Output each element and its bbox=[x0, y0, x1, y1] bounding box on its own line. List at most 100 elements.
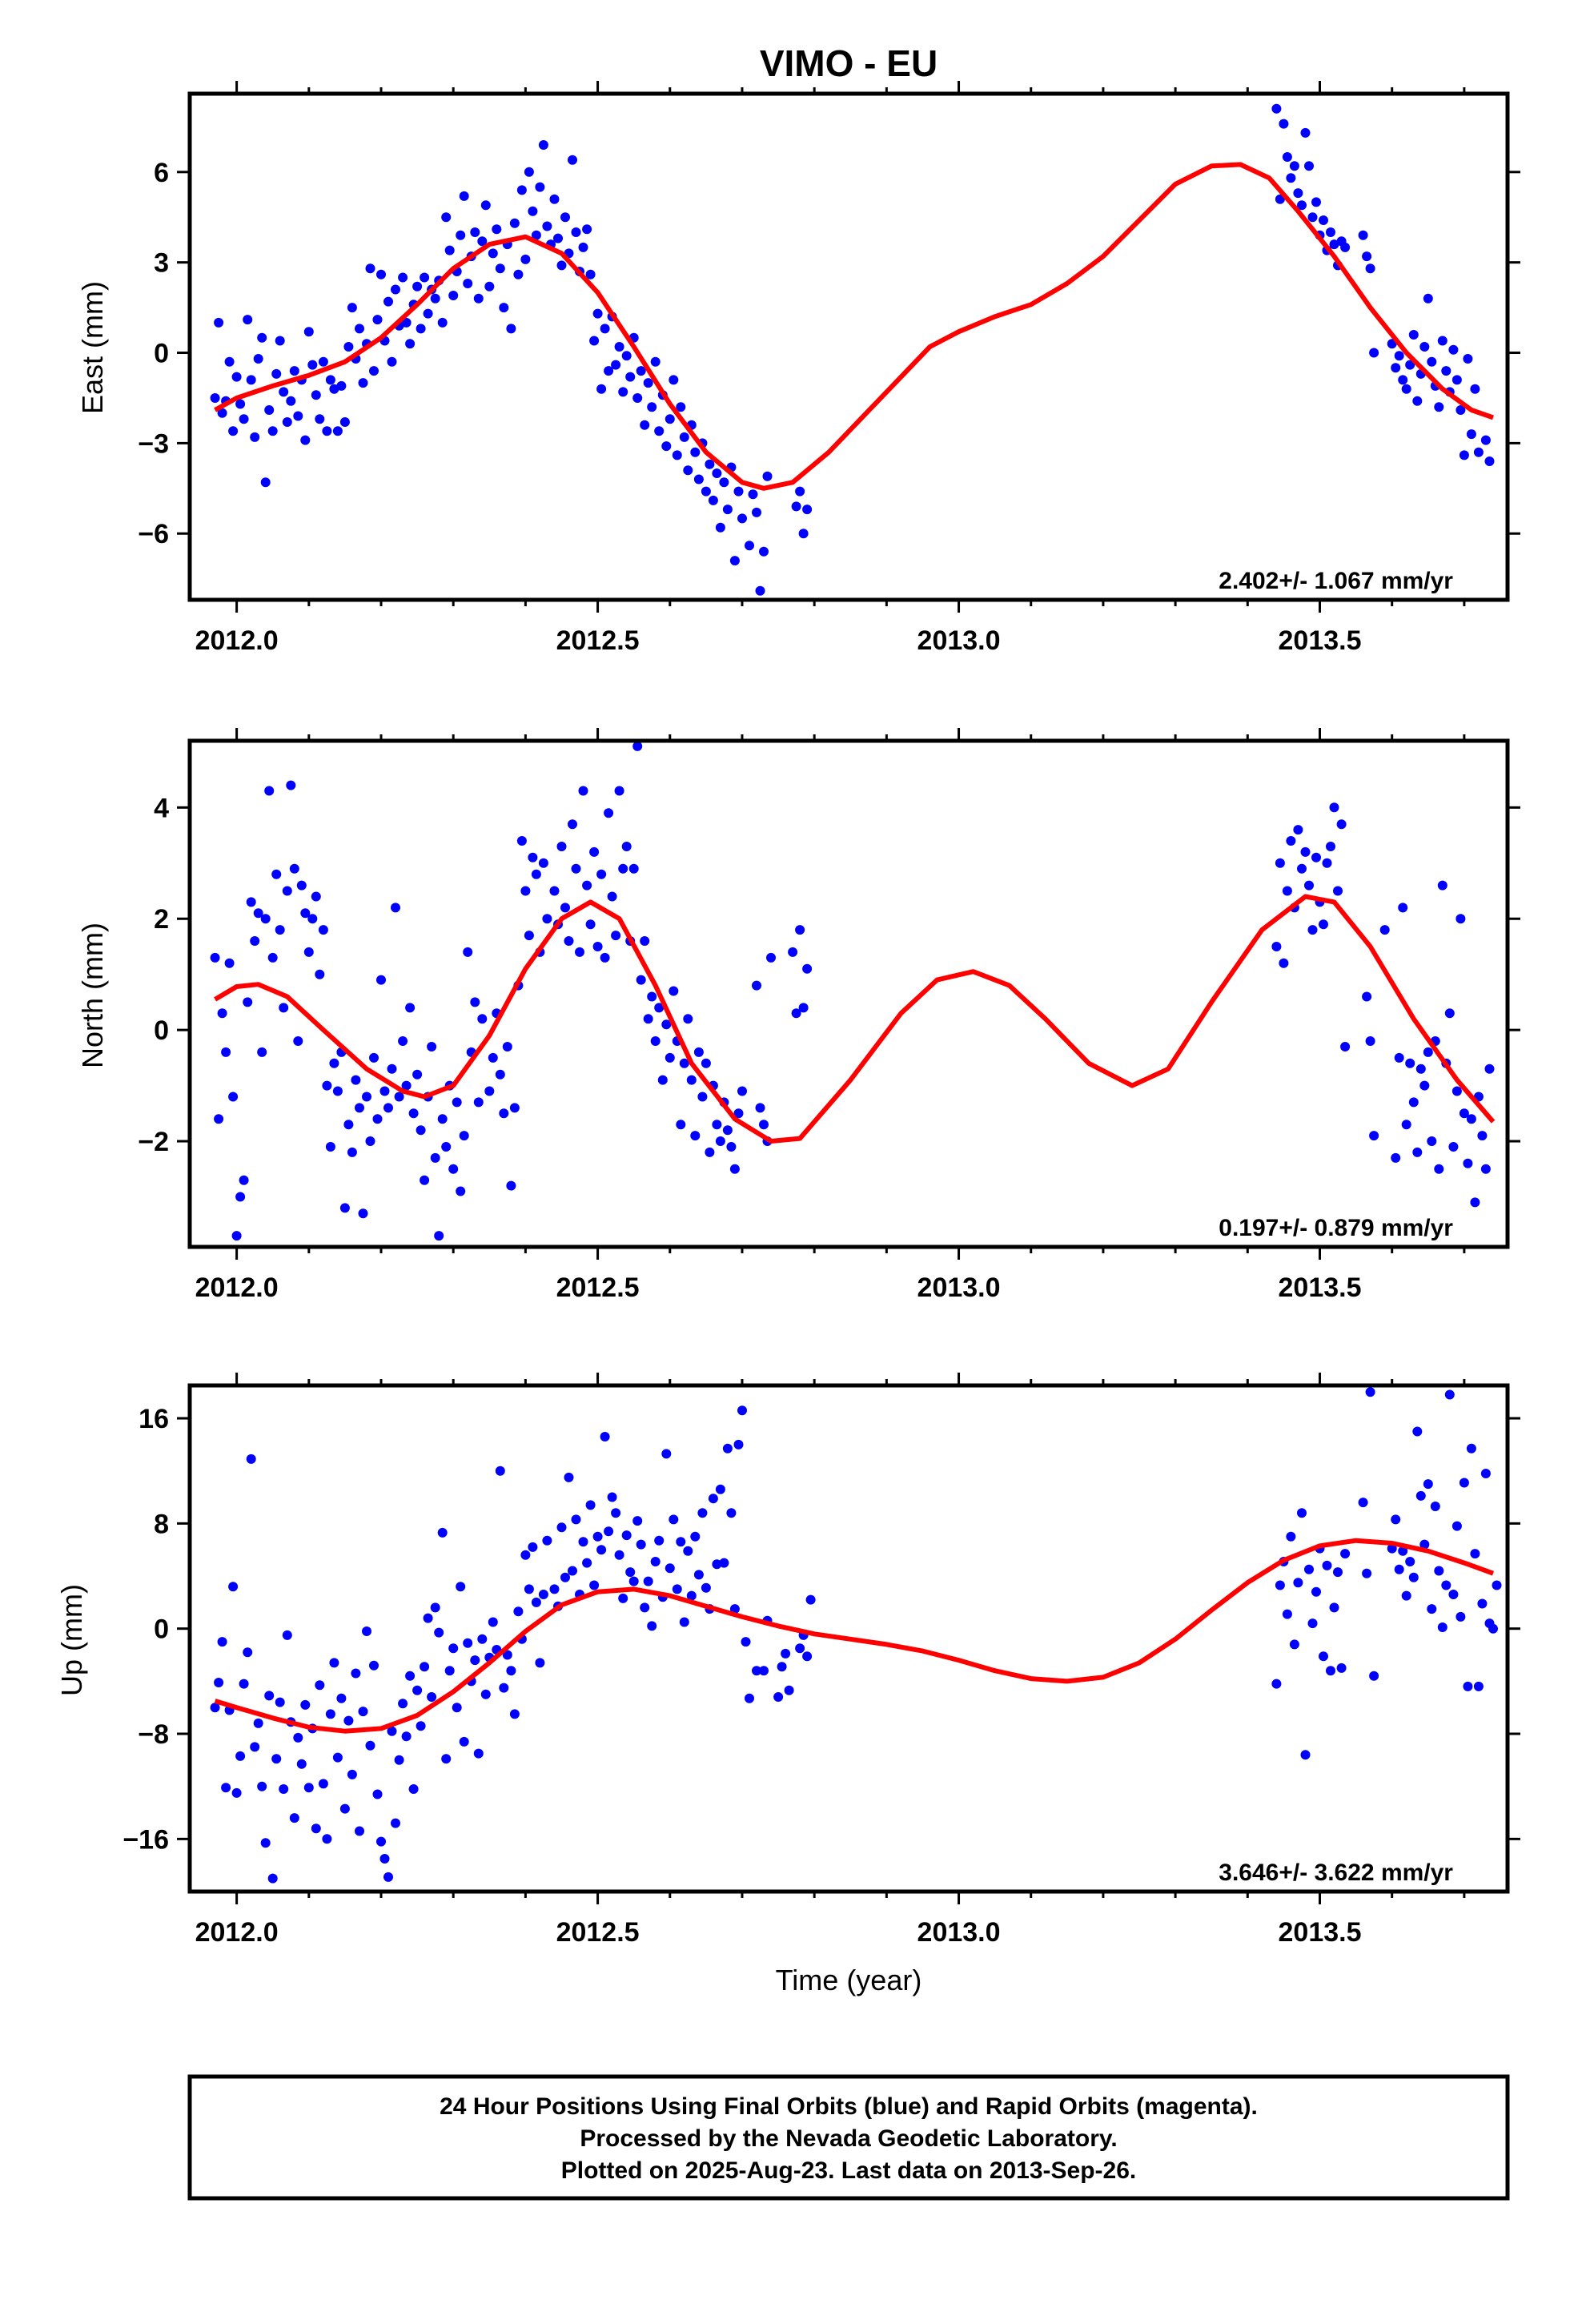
data-point bbox=[427, 1692, 437, 1702]
data-point bbox=[243, 997, 253, 1007]
data-point bbox=[676, 1537, 686, 1547]
data-point bbox=[1473, 447, 1484, 457]
data-point bbox=[416, 1125, 426, 1136]
data-point bbox=[1452, 375, 1462, 385]
data-point bbox=[275, 1697, 285, 1707]
data-point bbox=[647, 1621, 657, 1631]
data-point bbox=[484, 281, 495, 292]
data-point bbox=[607, 1492, 617, 1502]
data-point bbox=[1427, 1604, 1437, 1614]
data-point bbox=[322, 1080, 332, 1091]
data-point bbox=[311, 891, 321, 902]
data-point bbox=[463, 947, 473, 957]
data-point bbox=[459, 1736, 469, 1747]
data-point bbox=[1336, 819, 1347, 830]
data-point bbox=[1466, 429, 1476, 440]
data-point bbox=[499, 1683, 509, 1693]
data-point bbox=[1398, 903, 1408, 913]
data-point bbox=[279, 1784, 289, 1794]
data-point bbox=[279, 387, 289, 397]
x-tick-label: 2012.0 bbox=[195, 1273, 279, 1303]
data-point bbox=[1289, 161, 1299, 171]
data-point bbox=[1466, 1443, 1476, 1454]
data-point bbox=[318, 356, 328, 367]
data-point bbox=[430, 1152, 440, 1163]
data-point bbox=[618, 1593, 628, 1603]
data-point bbox=[1271, 103, 1282, 114]
chart-title: VIMO - EU bbox=[760, 42, 938, 84]
data-point bbox=[632, 741, 643, 751]
data-point bbox=[279, 1003, 289, 1013]
data-point bbox=[564, 936, 574, 946]
data-point bbox=[1340, 1549, 1351, 1559]
data-point bbox=[420, 1662, 430, 1672]
data-point bbox=[228, 1582, 239, 1592]
data-point bbox=[1340, 242, 1351, 252]
data-point bbox=[509, 1709, 520, 1719]
data-point bbox=[596, 1545, 607, 1555]
data-point bbox=[1311, 852, 1321, 862]
data-point bbox=[549, 886, 560, 896]
data-point bbox=[412, 281, 423, 292]
data-point bbox=[477, 1014, 488, 1024]
data-point bbox=[239, 1175, 249, 1185]
data-point bbox=[253, 354, 263, 364]
y-tick-label: −6 bbox=[138, 519, 169, 549]
data-point bbox=[311, 1823, 321, 1834]
data-point bbox=[282, 886, 292, 896]
data-point bbox=[1477, 1131, 1488, 1141]
data-point bbox=[351, 1668, 361, 1679]
data-point bbox=[607, 891, 617, 902]
data-point bbox=[625, 1567, 636, 1578]
data-point bbox=[528, 206, 538, 216]
data-point bbox=[1412, 1147, 1423, 1157]
data-point bbox=[1307, 212, 1318, 223]
data-point bbox=[719, 1558, 729, 1568]
data-point bbox=[592, 1531, 603, 1542]
data-point bbox=[264, 405, 275, 415]
x-axis-label: Time (year) bbox=[776, 1964, 922, 1996]
data-point bbox=[575, 947, 584, 957]
data-point bbox=[296, 880, 307, 891]
data-point bbox=[1437, 336, 1447, 346]
data-point bbox=[228, 426, 239, 436]
data-point bbox=[434, 1627, 444, 1638]
data-point bbox=[636, 975, 646, 985]
data-point bbox=[355, 1826, 364, 1836]
x-tick-label: 2012.0 bbox=[195, 625, 279, 656]
y-axis-label: Up (mm) bbox=[55, 1584, 88, 1696]
data-point bbox=[625, 372, 636, 382]
data-point bbox=[560, 212, 570, 223]
data-point bbox=[729, 1164, 740, 1174]
data-point bbox=[737, 513, 747, 524]
data-point bbox=[437, 1527, 448, 1538]
data-point bbox=[542, 1535, 552, 1546]
data-point bbox=[781, 1648, 791, 1659]
data-point bbox=[347, 1769, 357, 1779]
data-point bbox=[745, 541, 754, 551]
data-point bbox=[1412, 1426, 1423, 1437]
data-point bbox=[516, 185, 527, 195]
data-point bbox=[592, 942, 603, 951]
data-point bbox=[398, 1699, 408, 1709]
footer-box: 24 Hour Positions Using Final Orbits (bl… bbox=[187, 2074, 1510, 2201]
data-point bbox=[1279, 119, 1289, 129]
data-point bbox=[726, 1508, 737, 1518]
data-point bbox=[571, 227, 581, 237]
data-point bbox=[509, 1103, 520, 1113]
data-point bbox=[640, 936, 650, 946]
data-point bbox=[802, 505, 813, 515]
data-point bbox=[1319, 1651, 1328, 1662]
data-point bbox=[755, 585, 765, 596]
data-point bbox=[1394, 1052, 1404, 1063]
data-point bbox=[224, 356, 235, 367]
data-point bbox=[365, 1740, 375, 1751]
data-point bbox=[618, 863, 628, 874]
data-point bbox=[257, 1047, 267, 1057]
data-point bbox=[578, 1537, 588, 1547]
y-tick-label: 0 bbox=[154, 339, 169, 369]
data-point bbox=[752, 980, 761, 991]
data-point bbox=[1358, 230, 1368, 240]
data-point bbox=[1480, 435, 1491, 445]
data-point bbox=[239, 1679, 249, 1689]
